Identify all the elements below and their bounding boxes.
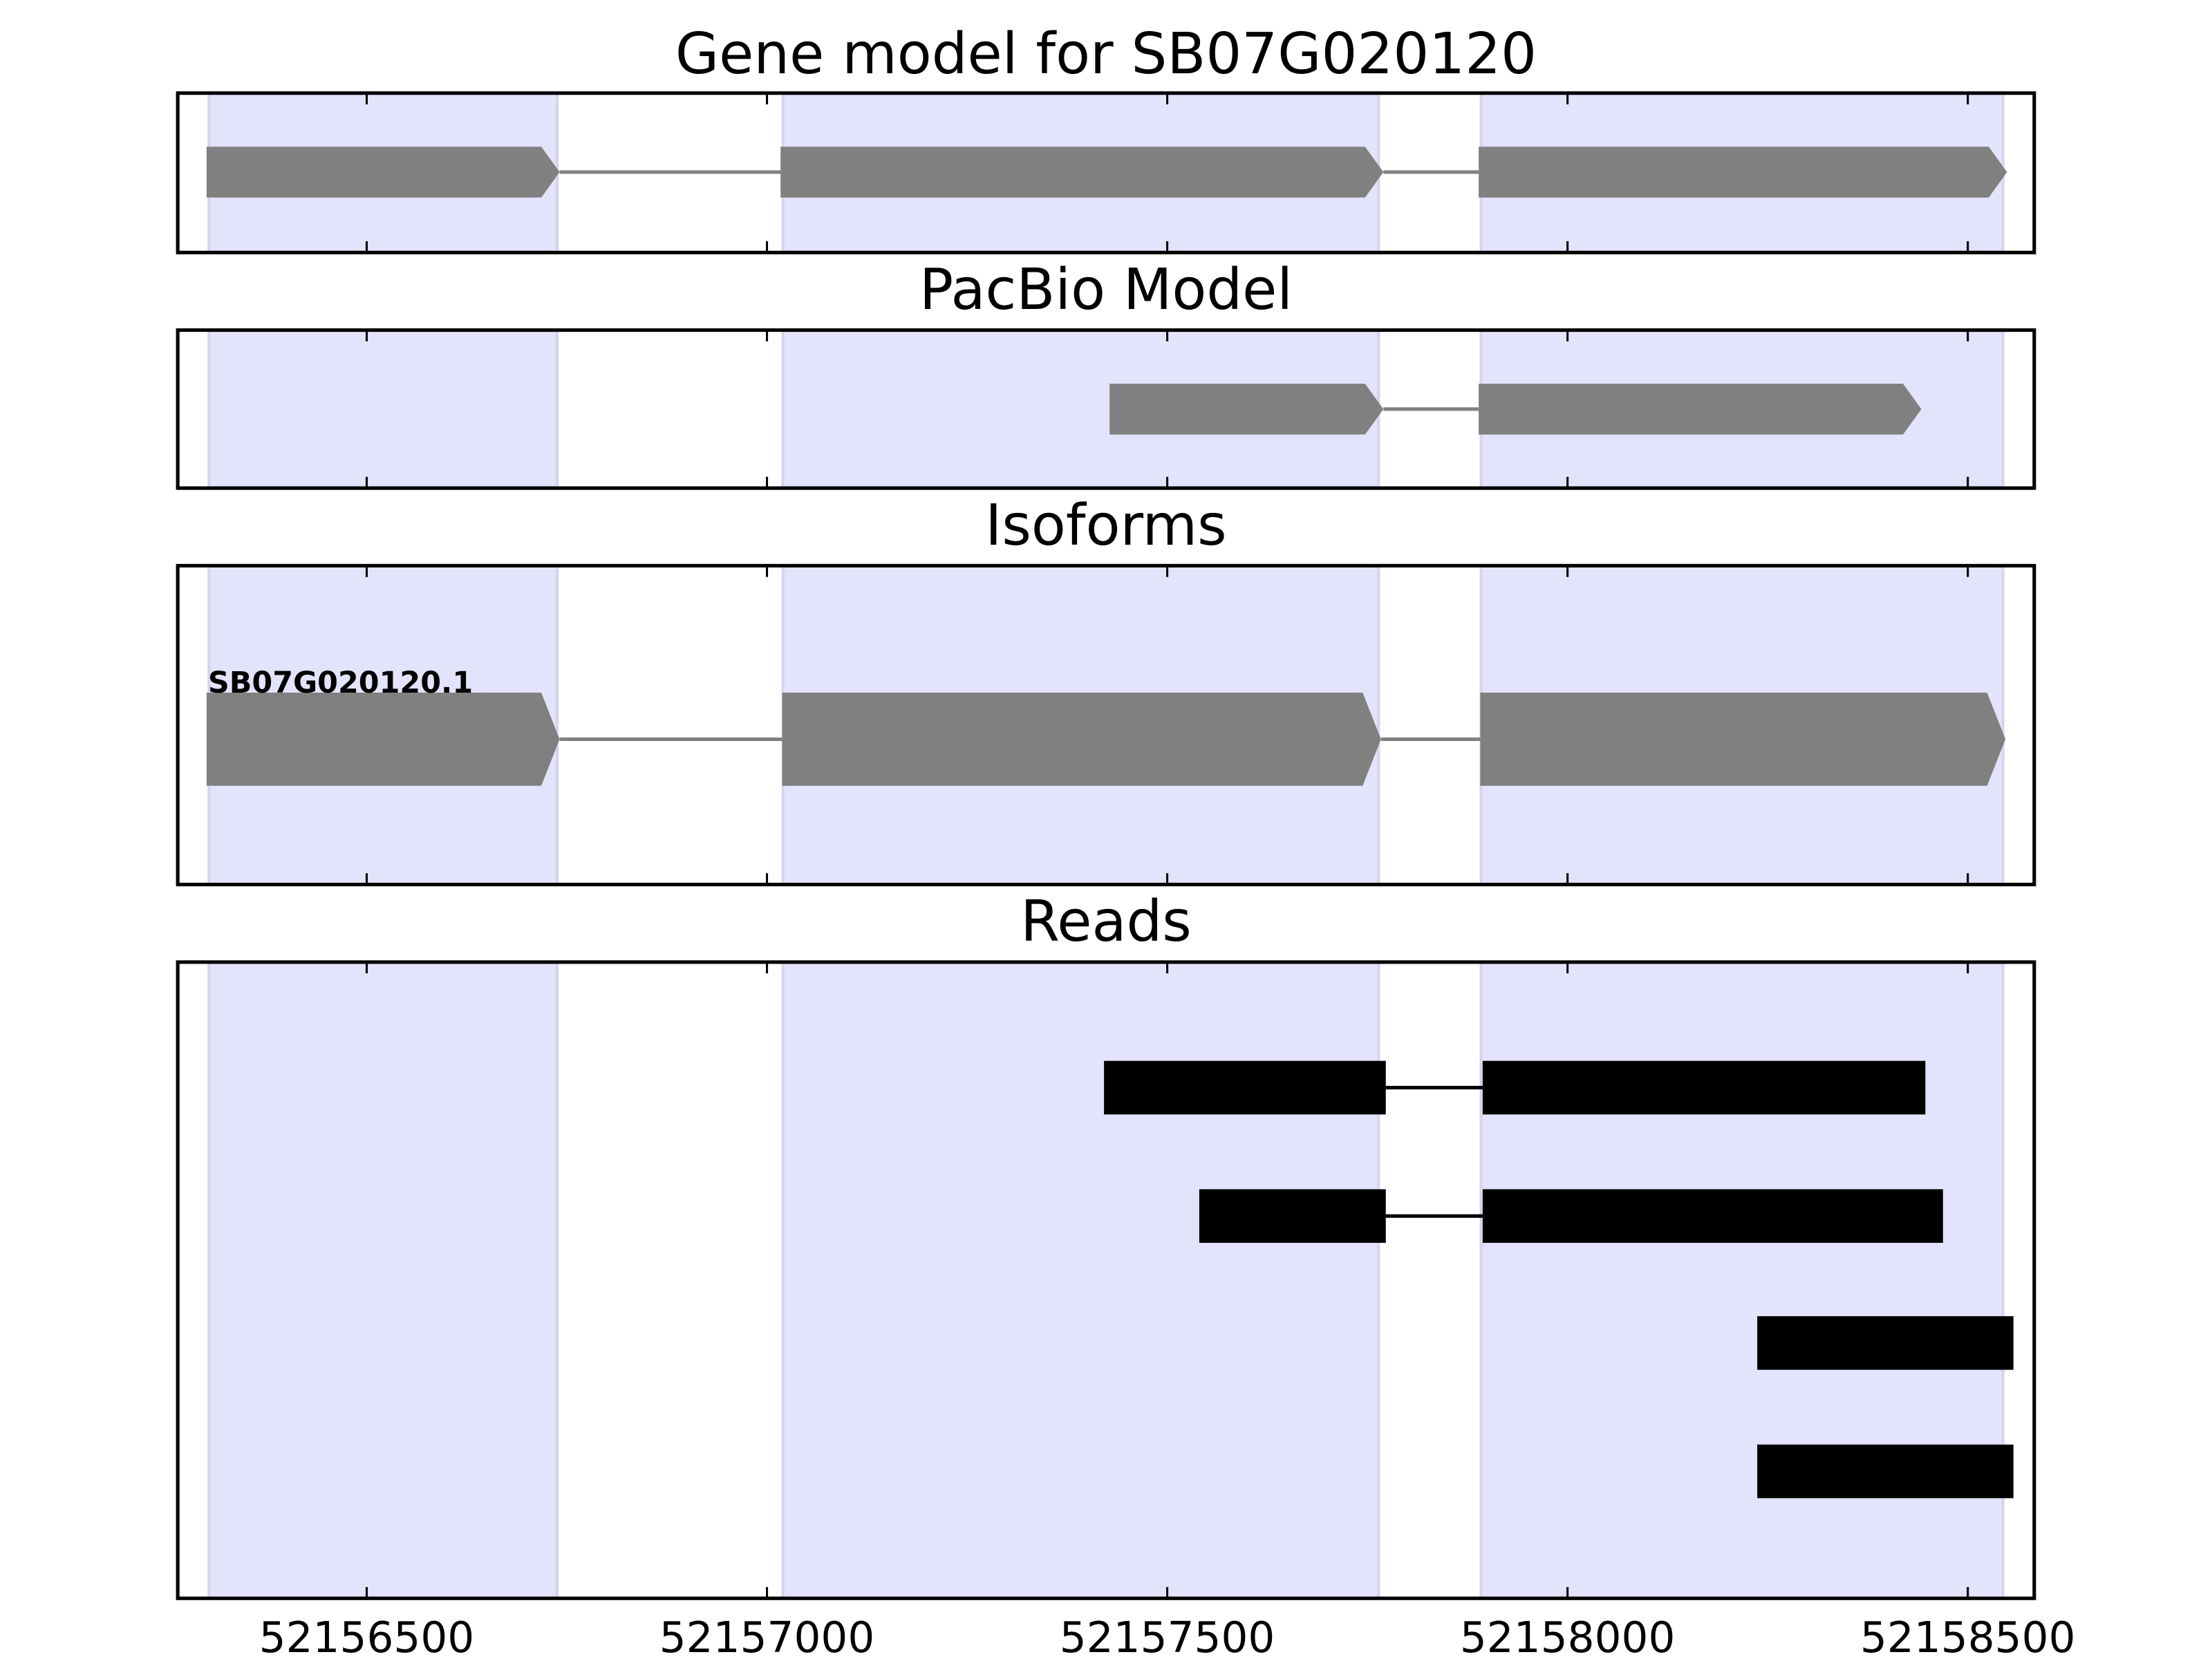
read-block (1482, 1189, 1943, 1243)
exon-highlight (781, 960, 1380, 1600)
exon (1480, 693, 2006, 786)
exon (782, 693, 1381, 786)
panel-frame (176, 563, 2036, 887)
panel-title: Gene model for SB07G020120 (675, 21, 1537, 87)
exon (1479, 147, 2007, 198)
panel-title: Reads (1020, 889, 1192, 955)
x-tick-label: 52157500 (1060, 1613, 1275, 1659)
x-tick-label: 52158500 (1860, 1613, 2076, 1659)
panel-frame (176, 328, 2036, 490)
exon (780, 147, 1384, 198)
x-tick-label: 52158000 (1460, 1613, 1676, 1659)
x-tick-label: 52157000 (659, 1613, 875, 1659)
read-block (1757, 1316, 2014, 1370)
read-block (1482, 1060, 1926, 1115)
panel-frame (176, 91, 2036, 254)
x-tick-label: 52156500 (259, 1613, 475, 1659)
exon (206, 693, 560, 786)
read-block (1199, 1189, 1386, 1243)
exon-highlight (207, 328, 559, 490)
exon (206, 147, 560, 198)
read-block (1757, 1444, 2014, 1499)
panel-title: Isoforms (985, 493, 1226, 559)
read-block (1104, 1060, 1386, 1115)
exon-highlight (207, 960, 559, 1600)
exon-highlight (1479, 960, 2005, 1600)
exon (1109, 384, 1384, 435)
feature-label: SB07G020120.1 (208, 666, 473, 700)
panel-title: PacBio Model (919, 257, 1293, 323)
exon (1479, 384, 1922, 435)
panel-frame (176, 960, 2036, 1600)
